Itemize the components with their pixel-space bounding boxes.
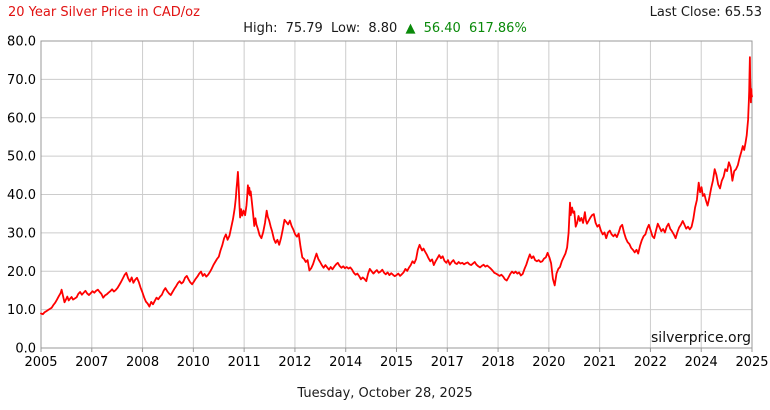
y-tick-label: 20.0	[7, 265, 36, 280]
last-close-label: Last Close:	[649, 5, 721, 20]
watermark: silverprice.org	[651, 330, 751, 346]
high-label: High:	[243, 21, 278, 36]
x-tick-label: 2017	[431, 355, 464, 370]
x-tick-label: 2015	[380, 355, 413, 370]
change-value: 56.40	[423, 21, 461, 36]
change-percent: 617.86%	[468, 21, 527, 36]
price-line	[40, 56, 753, 316]
y-tick-label: 50.0	[7, 150, 36, 165]
low-value: 8.80	[368, 21, 398, 36]
x-tick-label: 2021	[583, 355, 616, 370]
x-tick-label: 2005	[24, 355, 57, 370]
y-tick-label: 70.0	[7, 73, 36, 88]
date-label: Tuesday, October 28, 2025	[297, 386, 473, 401]
change-up-arrow-icon: ▲	[405, 21, 416, 36]
y-tick-label: 30.0	[7, 226, 36, 241]
x-tick-label: 2014	[329, 355, 362, 370]
x-tick-label: 2012	[278, 355, 311, 370]
x-tick-label: 2024	[685, 355, 718, 370]
x-tick-label: 2020	[532, 355, 565, 370]
x-tick-label: 2018	[482, 355, 515, 370]
y-tick-label: 60.0	[7, 111, 36, 126]
chart-title: 20 Year Silver Price in CAD/oz	[8, 5, 200, 20]
price-stats: High: 75.79 Low: 8.80 ▲ 56.40 617.86%	[0, 21, 770, 36]
x-tick-label: 2011	[228, 355, 261, 370]
high-value: 75.79	[285, 21, 323, 36]
y-tick-label: 0.0	[15, 342, 36, 357]
y-tick-label: 10.0	[7, 303, 36, 318]
x-tick-label: 2022	[634, 355, 667, 370]
last-close-value: 65.53	[724, 5, 762, 20]
low-label: Low:	[330, 21, 361, 36]
last-close: Last Close: 65.53	[650, 5, 762, 20]
x-tick-label: 2008	[126, 355, 159, 370]
x-tick-label: 2025	[735, 355, 768, 370]
x-tick-label: 2010	[177, 355, 210, 370]
y-tick-label: 80.0	[7, 35, 36, 50]
plot-border	[40, 40, 753, 349]
x-tick-label: 2007	[75, 355, 108, 370]
y-tick-label: 40.0	[7, 188, 36, 203]
